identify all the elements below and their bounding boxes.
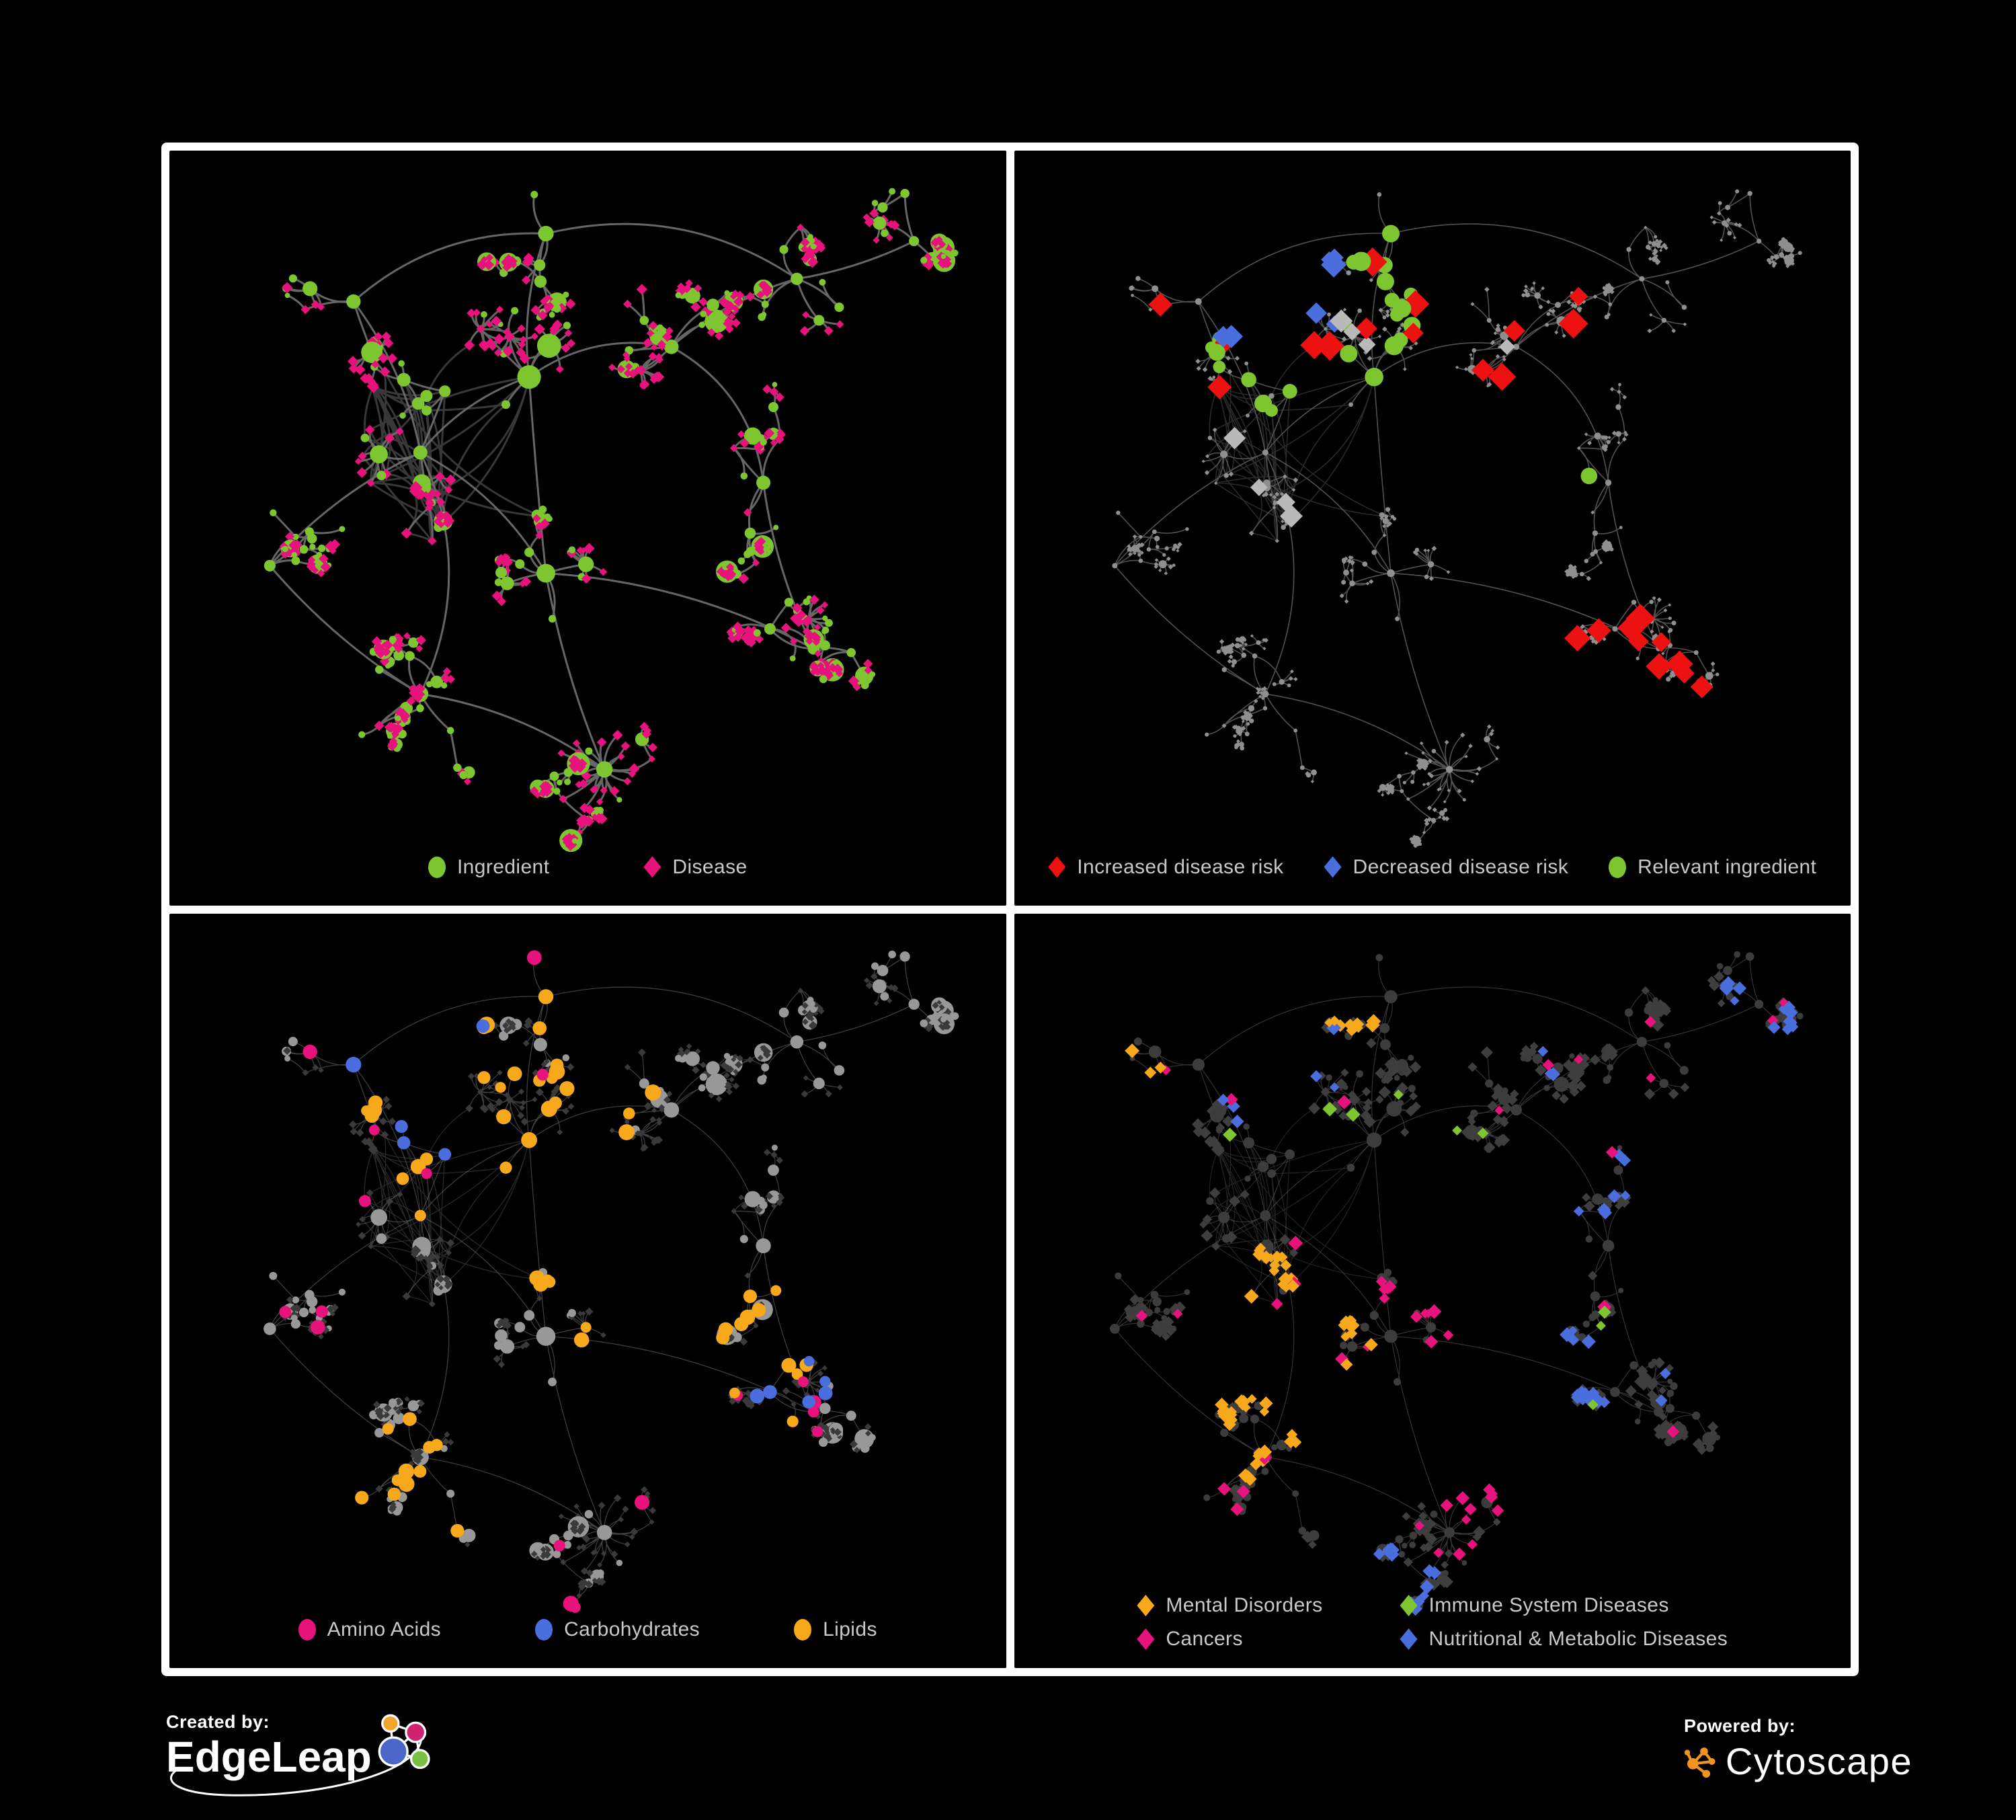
amino-acids-swatch-icon [298, 1619, 316, 1640]
legend-item: Amino Acids [298, 1618, 441, 1641]
cytoscape-wordmark: Cytoscape [1725, 1740, 1912, 1782]
legend-item: Immune System Diseases [1400, 1594, 1728, 1617]
legend-label: Amino Acids [327, 1618, 442, 1640]
legend-item: Decreased disease risk [1324, 856, 1569, 879]
legend-disease-risk: Increased disease risk Decreased disease… [1014, 856, 1851, 879]
mental-disorders-swatch-icon [1137, 1595, 1155, 1616]
network-graph-disease-risk [1111, 189, 1802, 848]
legend-disease-categories: Mental Disorders Immune System Diseases … [1137, 1594, 1728, 1651]
legend-item: Lipids [794, 1618, 877, 1641]
network-graph-ingredient-categories [264, 949, 959, 1613]
legend-label: Relevant ingredient [1638, 855, 1817, 878]
ingredient-swatch-icon [428, 856, 446, 878]
legend-item: Mental Disorders [1137, 1594, 1322, 1617]
powered-by-label: Powered by: [1684, 1716, 1796, 1736]
panel-ingredients-diseases: Ingredient Disease [169, 151, 1006, 906]
immune-diseases-swatch-icon [1400, 1595, 1418, 1616]
lipids-swatch-icon [794, 1619, 812, 1640]
created-by-label: Created by: [166, 1712, 270, 1732]
legend-ingredients-diseases: Ingredient Disease [169, 856, 1006, 879]
legend-label: Mental Disorders [1166, 1594, 1323, 1616]
increased-risk-swatch-icon [1048, 856, 1066, 878]
legend-ingredient-categories: Amino Acids Carbohydrates Lipids [169, 1618, 1006, 1641]
legend-label: Decreased disease risk [1353, 855, 1569, 878]
legend-label: Cancers [1166, 1628, 1243, 1650]
legend-item: Disease [643, 856, 747, 879]
panel-ingredient-categories: Amino Acids Carbohydrates Lipids [169, 913, 1006, 1668]
panel-disease-categories: Mental Disorders Immune System Diseases … [1014, 913, 1851, 1668]
cytoscape-icon [1684, 1747, 1716, 1778]
cytoscape-logo: Powered by: Cytoscape [1684, 1716, 1912, 1803]
disease-swatch-icon [643, 856, 661, 878]
legend-label: Ingredient [456, 855, 550, 878]
network-graph-ingredients-diseases [264, 188, 959, 853]
cancers-swatch-icon [1137, 1628, 1155, 1650]
network-graph-disease-categories [1109, 951, 1804, 1616]
legend-label: Nutritional & Metabolic Diseases [1428, 1628, 1728, 1650]
nutritional-metabolic-swatch-icon [1400, 1628, 1418, 1650]
edgeleap-logo: Created by: EdgeLeap [166, 1712, 448, 1813]
panel-disease-risk: Increased disease risk Decreased disease… [1014, 151, 1851, 906]
legend-item: Increased disease risk [1048, 856, 1283, 879]
edgeleap-graph-icon [378, 1714, 430, 1770]
legend-label: Carbohydrates [564, 1618, 700, 1640]
panel-grid: Ingredient Disease Increased disease ris… [161, 143, 1859, 1676]
legend-item: Relevant ingredient [1609, 856, 1816, 879]
legend-item: Cancers [1137, 1628, 1322, 1651]
legend-item: Nutritional & Metabolic Diseases [1400, 1628, 1728, 1651]
legend-label: Lipids [823, 1618, 877, 1640]
legend-label: Disease [672, 855, 748, 878]
legend-item: Carbohydrates [535, 1618, 700, 1641]
legend-label: Immune System Diseases [1428, 1594, 1669, 1616]
decreased-risk-swatch-icon [1324, 856, 1342, 878]
relevant-ingredient-swatch-icon [1609, 856, 1627, 878]
legend-label: Increased disease risk [1077, 855, 1284, 878]
legend-item: Ingredient [428, 856, 549, 879]
carbohydrates-swatch-icon [535, 1619, 553, 1640]
